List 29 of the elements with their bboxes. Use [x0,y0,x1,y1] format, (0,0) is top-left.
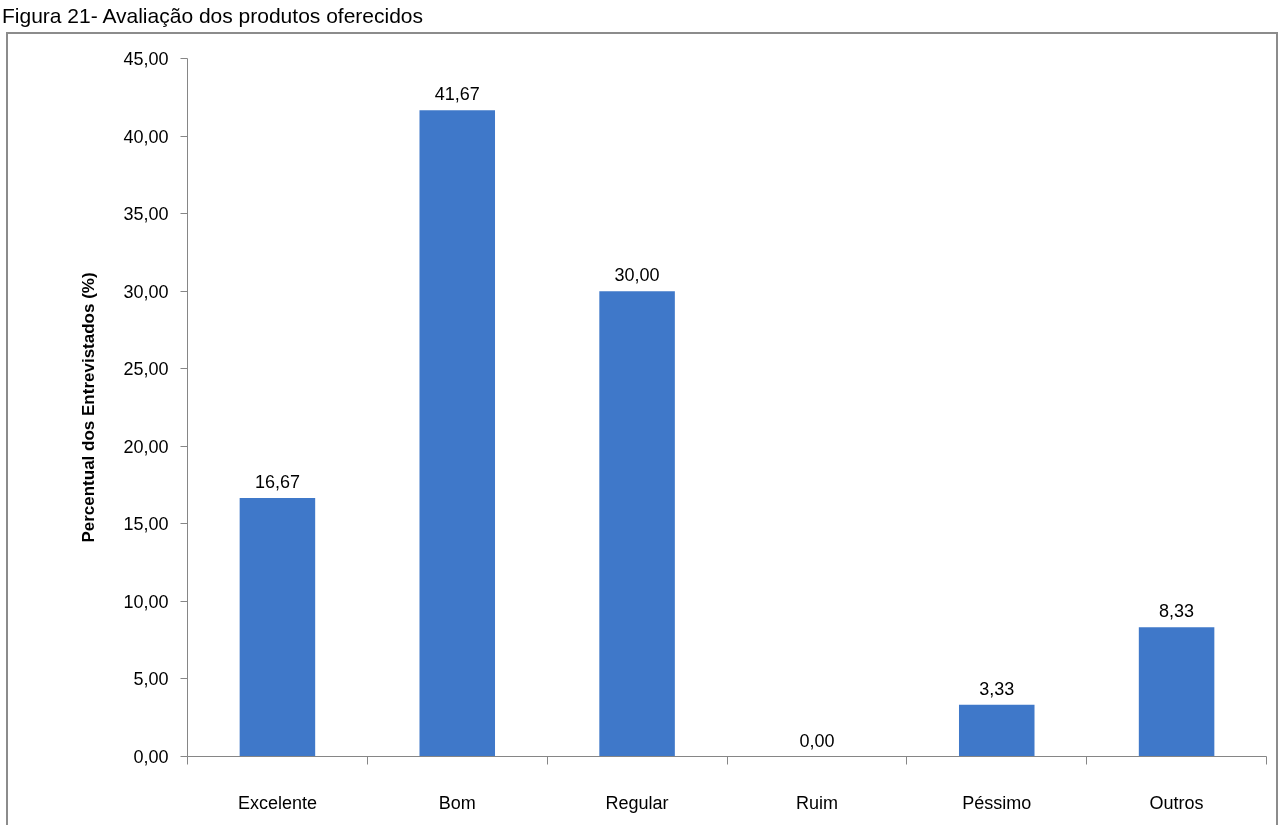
data-label: 3,33 [979,678,1015,699]
data-label: 30,00 [614,265,660,286]
x-tick-label: Excelente [237,792,317,813]
x-tick-label: Outros [1149,792,1204,813]
data-label: 16,67 [254,471,300,492]
x-tick-label: Regular [605,792,669,813]
bar [958,704,1035,757]
data-label: 41,67 [434,84,480,105]
y-tick-label: 10,00 [123,591,169,612]
x-tick-label: Péssimo [962,792,1032,813]
y-tick-label: 40,00 [123,126,169,147]
y-tick-label: 35,00 [123,204,169,225]
bar [599,291,675,757]
x-tick-label: Ruim [795,792,838,813]
bar [419,110,496,757]
data-label: 8,33 [1159,601,1195,622]
y-tick-label: 30,00 [123,281,169,302]
y-tick-label: 20,00 [123,436,169,457]
y-tick-label: 25,00 [123,359,169,380]
y-tick-label: 15,00 [123,514,169,535]
x-tick-label: Bom [438,792,476,813]
y-axis-title: Percentual dos Entrevistados (%) [79,272,99,543]
y-tick-label: 5,00 [133,669,169,690]
chart-title: Figura 21- Avaliação dos produtos oferecidos [2,4,424,27]
y-tick-label: 0,00 [133,747,169,767]
y-tick-label: 45,00 [123,49,169,69]
bar [239,497,316,757]
bar [1138,627,1215,757]
data-label: 0,00 [799,730,835,751]
